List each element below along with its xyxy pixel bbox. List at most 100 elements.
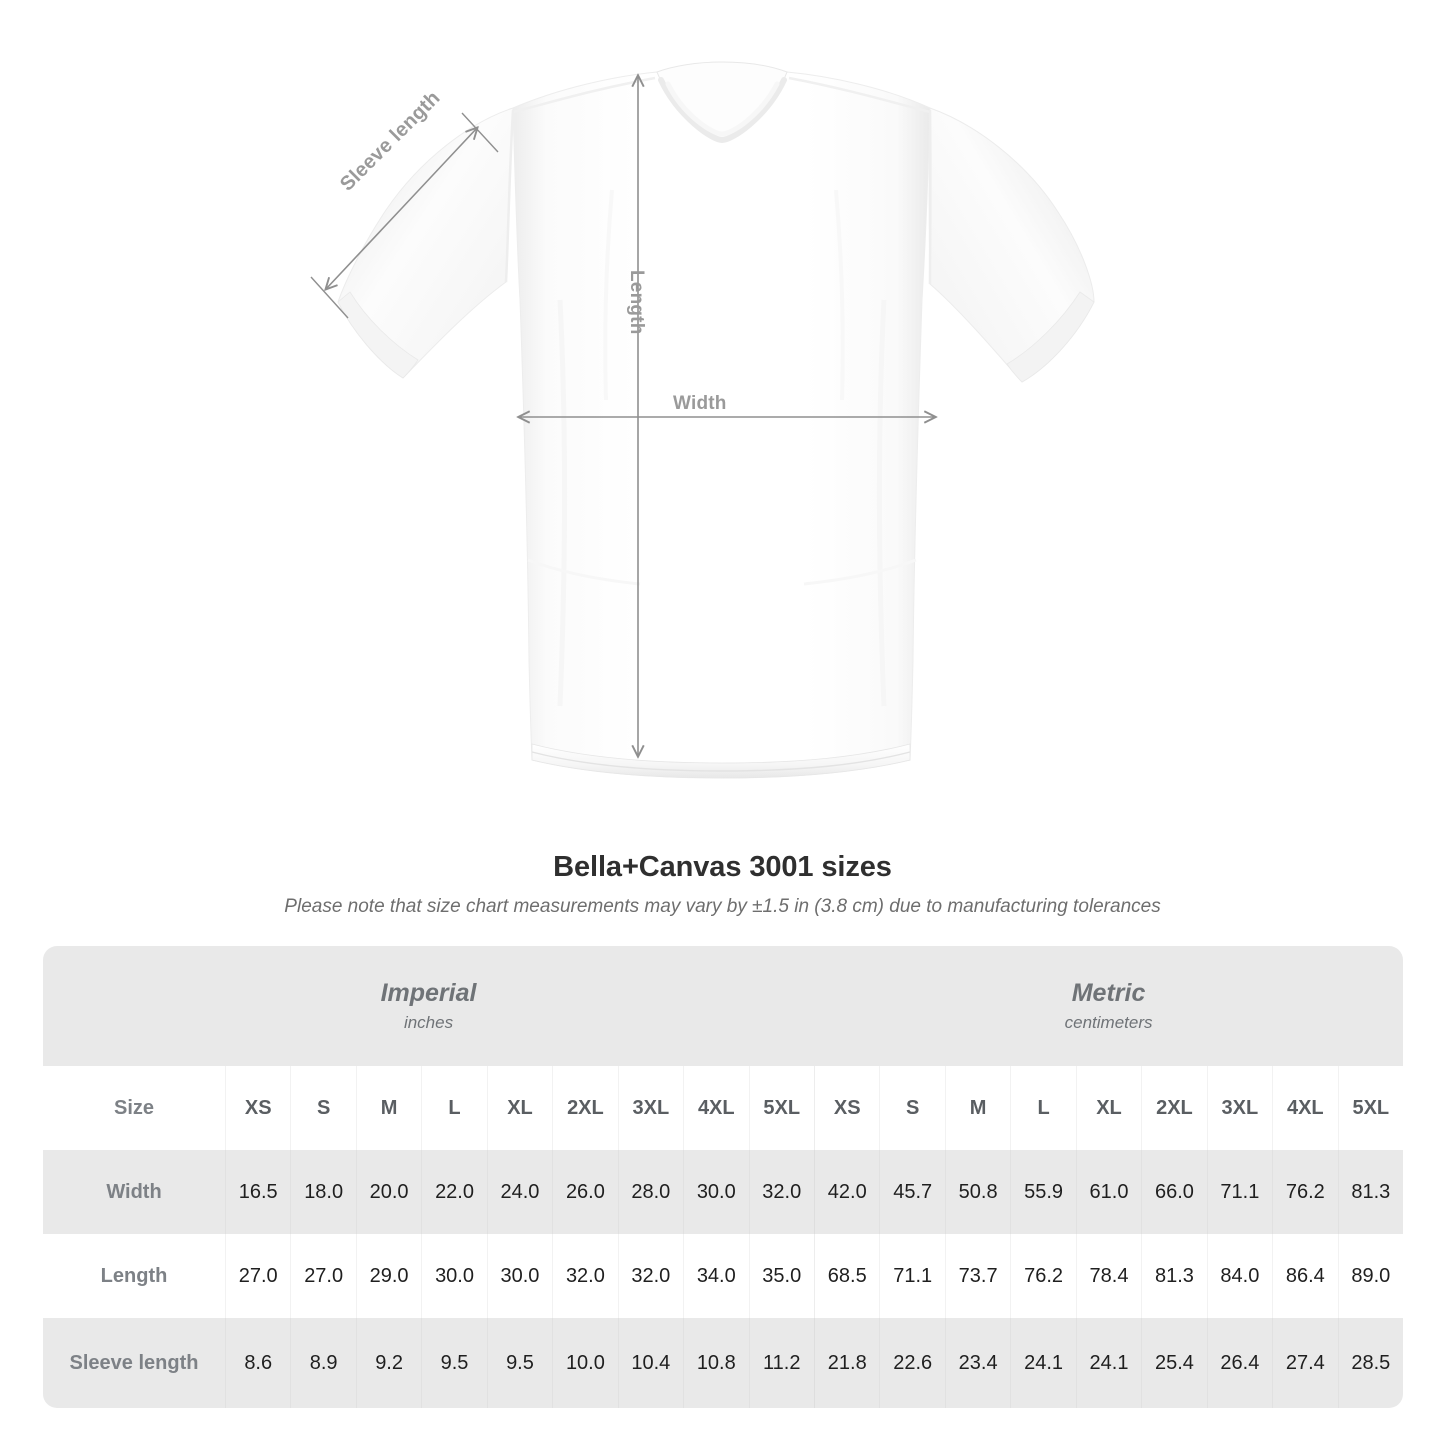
unit-group-imperial-unit: inches xyxy=(403,1012,454,1032)
cell-width-imperial-m: 20.0 xyxy=(355,1150,422,1234)
cell-width-imperial-3xl: 28.0 xyxy=(617,1150,684,1234)
measurement-arrows xyxy=(310,76,935,756)
size-header-imperial-xs: XS xyxy=(225,1066,291,1150)
cell-length-imperial-4xl: 34.0 xyxy=(683,1234,749,1318)
size-header-metric-s: S xyxy=(879,1066,945,1150)
cell-sleeve-length-imperial-xl: 9.5 xyxy=(486,1318,553,1408)
cell-sleeve-length-metric-s: 22.6 xyxy=(879,1318,945,1408)
cell-length-metric-3xl: 84.0 xyxy=(1206,1234,1273,1318)
cell-sleeve-length-imperial-l: 9.5 xyxy=(421,1318,487,1408)
size-header-imperial-xl: XL xyxy=(486,1066,553,1150)
cell-width-imperial-l: 22.0 xyxy=(421,1150,487,1234)
cell-sleeve-length-imperial-m: 9.2 xyxy=(355,1318,422,1408)
width-label: Width xyxy=(673,393,727,414)
cell-length-metric-s: 71.1 xyxy=(879,1234,945,1318)
size-header-label: Size xyxy=(43,1066,225,1150)
size-header-metric-l: L xyxy=(1010,1066,1076,1150)
unit-group-metric: Metric centimeters xyxy=(814,946,1404,1066)
unit-group-imperial-name: Imperial xyxy=(380,979,477,1008)
cell-length-metric-xs: 68.5 xyxy=(814,1234,880,1318)
unit-group-metric-unit: centimeters xyxy=(1064,1012,1153,1032)
cell-sleeve-length-metric-5xl: 28.5 xyxy=(1337,1318,1404,1408)
table-row: Width 16.5 18.0 20.0 22.0 24.0 26.0 28.0 30.0 32.… xyxy=(43,1150,1404,1234)
cell-sleeve-length-metric-m: 23.4 xyxy=(944,1318,1011,1408)
tshirt-shape xyxy=(337,61,1095,779)
size-header-imperial-3xl: 3XL xyxy=(617,1066,684,1150)
sleeve-length-arrow xyxy=(310,112,499,319)
page-title: Bella+Canvas 3001 sizes xyxy=(553,851,892,883)
cell-length-imperial-xl: 30.0 xyxy=(486,1234,553,1318)
cell-length-imperial-2xl: 32.0 xyxy=(552,1234,618,1318)
row-label-length: Length xyxy=(43,1234,225,1318)
cell-length-imperial-s: 27.0 xyxy=(290,1234,356,1318)
cell-width-metric-2xl: 66.0 xyxy=(1141,1150,1207,1234)
tshirt-diagram: Sleeve length Length Width xyxy=(310,61,1095,779)
tolerance-note: Please note that size chart measurements… xyxy=(284,896,1161,917)
cell-length-metric-4xl: 86.4 xyxy=(1272,1234,1338,1318)
size-header-imperial-m: M xyxy=(355,1066,422,1150)
cell-width-imperial-5xl: 32.0 xyxy=(748,1150,815,1234)
size-header-metric-xs: XS xyxy=(814,1066,880,1150)
size-header-imperial-l: L xyxy=(421,1066,487,1150)
cell-width-metric-s: 45.7 xyxy=(879,1150,945,1234)
size-header-imperial-s: S xyxy=(290,1066,356,1150)
cell-sleeve-length-metric-3xl: 26.4 xyxy=(1206,1318,1273,1408)
cell-sleeve-length-imperial-4xl: 10.8 xyxy=(683,1318,749,1408)
table-row: Sleeve length 8.6 8.9 9.2 9.5 9.5 10.0 10.4 10.8… xyxy=(43,1318,1404,1408)
size-header-metric-5xl: 5XL xyxy=(1337,1066,1404,1150)
cell-width-imperial-2xl: 26.0 xyxy=(552,1150,618,1234)
unit-group-imperial: Imperial inches xyxy=(43,946,815,1066)
cell-length-imperial-xs: 27.0 xyxy=(225,1234,291,1318)
size-table-container: Imperial inches Metric centimeters Size X… xyxy=(43,946,1404,1408)
size-header-imperial-2xl: 2XL xyxy=(552,1066,618,1150)
row-label-width: Width xyxy=(43,1150,225,1234)
cell-width-metric-3xl: 71.1 xyxy=(1206,1150,1273,1234)
cell-sleeve-length-metric-xl: 24.1 xyxy=(1075,1318,1142,1408)
cell-sleeve-length-imperial-2xl: 10.0 xyxy=(552,1318,618,1408)
cell-width-metric-4xl: 76.2 xyxy=(1272,1150,1338,1234)
cell-sleeve-length-imperial-3xl: 10.4 xyxy=(617,1318,684,1408)
cell-length-imperial-5xl: 35.0 xyxy=(748,1234,815,1318)
cell-length-imperial-3xl: 32.0 xyxy=(617,1234,684,1318)
cell-width-imperial-4xl: 30.0 xyxy=(683,1150,749,1234)
cell-length-metric-xl: 78.4 xyxy=(1075,1234,1142,1318)
size-header-metric-m: M xyxy=(944,1066,1011,1150)
cell-width-imperial-xs: 16.5 xyxy=(225,1150,291,1234)
cell-width-metric-m: 50.8 xyxy=(944,1150,1011,1234)
row-label-sleeve-length: Sleeve length xyxy=(43,1318,225,1408)
table-row: Length 27.0 27.0 29.0 30.0 30.0 32.0 32.0 34.0 35… xyxy=(43,1234,1404,1318)
size-table: Imperial inches Metric centimeters Size X… xyxy=(43,946,1404,1408)
size-header-imperial-4xl: 4XL xyxy=(683,1066,749,1150)
size-header-row: Size XS S M L XL 2XL 3XL 4XL 5XL XS S M L XL 2XL 3XL 4XL 5… xyxy=(43,1066,1404,1150)
cell-sleeve-length-metric-4xl: 27.4 xyxy=(1272,1318,1338,1408)
cell-width-metric-l: 55.9 xyxy=(1010,1150,1076,1234)
cell-sleeve-length-imperial-s: 8.9 xyxy=(290,1318,356,1408)
cell-sleeve-length-metric-l: 24.1 xyxy=(1010,1318,1076,1408)
cell-length-imperial-m: 29.0 xyxy=(355,1234,422,1318)
cell-sleeve-length-imperial-xs: 8.6 xyxy=(225,1318,291,1408)
unit-group-metric-name: Metric xyxy=(1071,979,1146,1008)
unit-group-row: Imperial inches Metric centimeters xyxy=(43,946,1404,1066)
cell-width-metric-5xl: 81.3 xyxy=(1337,1150,1404,1234)
size-table-body: Size XS S M L XL 2XL 3XL 4XL 5XL XS S M L XL 2XL 3XL 4XL 5… xyxy=(43,1066,1404,1408)
length-label: Length xyxy=(626,270,647,335)
cell-sleeve-length-metric-2xl: 25.4 xyxy=(1141,1318,1207,1408)
cell-length-metric-l: 76.2 xyxy=(1010,1234,1076,1318)
size-header-imperial-5xl: 5XL xyxy=(748,1066,815,1150)
cell-length-metric-2xl: 81.3 xyxy=(1141,1234,1207,1318)
cell-sleeve-length-metric-xs: 21.8 xyxy=(814,1318,880,1408)
cell-width-imperial-s: 18.0 xyxy=(290,1150,356,1234)
cell-length-metric-m: 73.7 xyxy=(944,1234,1011,1318)
cell-width-metric-xs: 42.0 xyxy=(814,1150,880,1234)
cell-sleeve-length-imperial-5xl: 11.2 xyxy=(748,1318,815,1408)
cell-width-imperial-xl: 24.0 xyxy=(486,1150,553,1234)
tshirt-illustration xyxy=(310,61,1095,779)
cell-width-metric-xl: 61.0 xyxy=(1075,1150,1142,1234)
size-header-metric-2xl: 2XL xyxy=(1141,1066,1207,1150)
cell-length-metric-5xl: 89.0 xyxy=(1337,1234,1404,1318)
size-header-metric-xl: XL xyxy=(1075,1066,1142,1150)
size-header-metric-4xl: 4XL xyxy=(1272,1066,1338,1150)
size-header-metric-3xl: 3XL xyxy=(1206,1066,1273,1150)
cell-length-imperial-l: 30.0 xyxy=(421,1234,487,1318)
